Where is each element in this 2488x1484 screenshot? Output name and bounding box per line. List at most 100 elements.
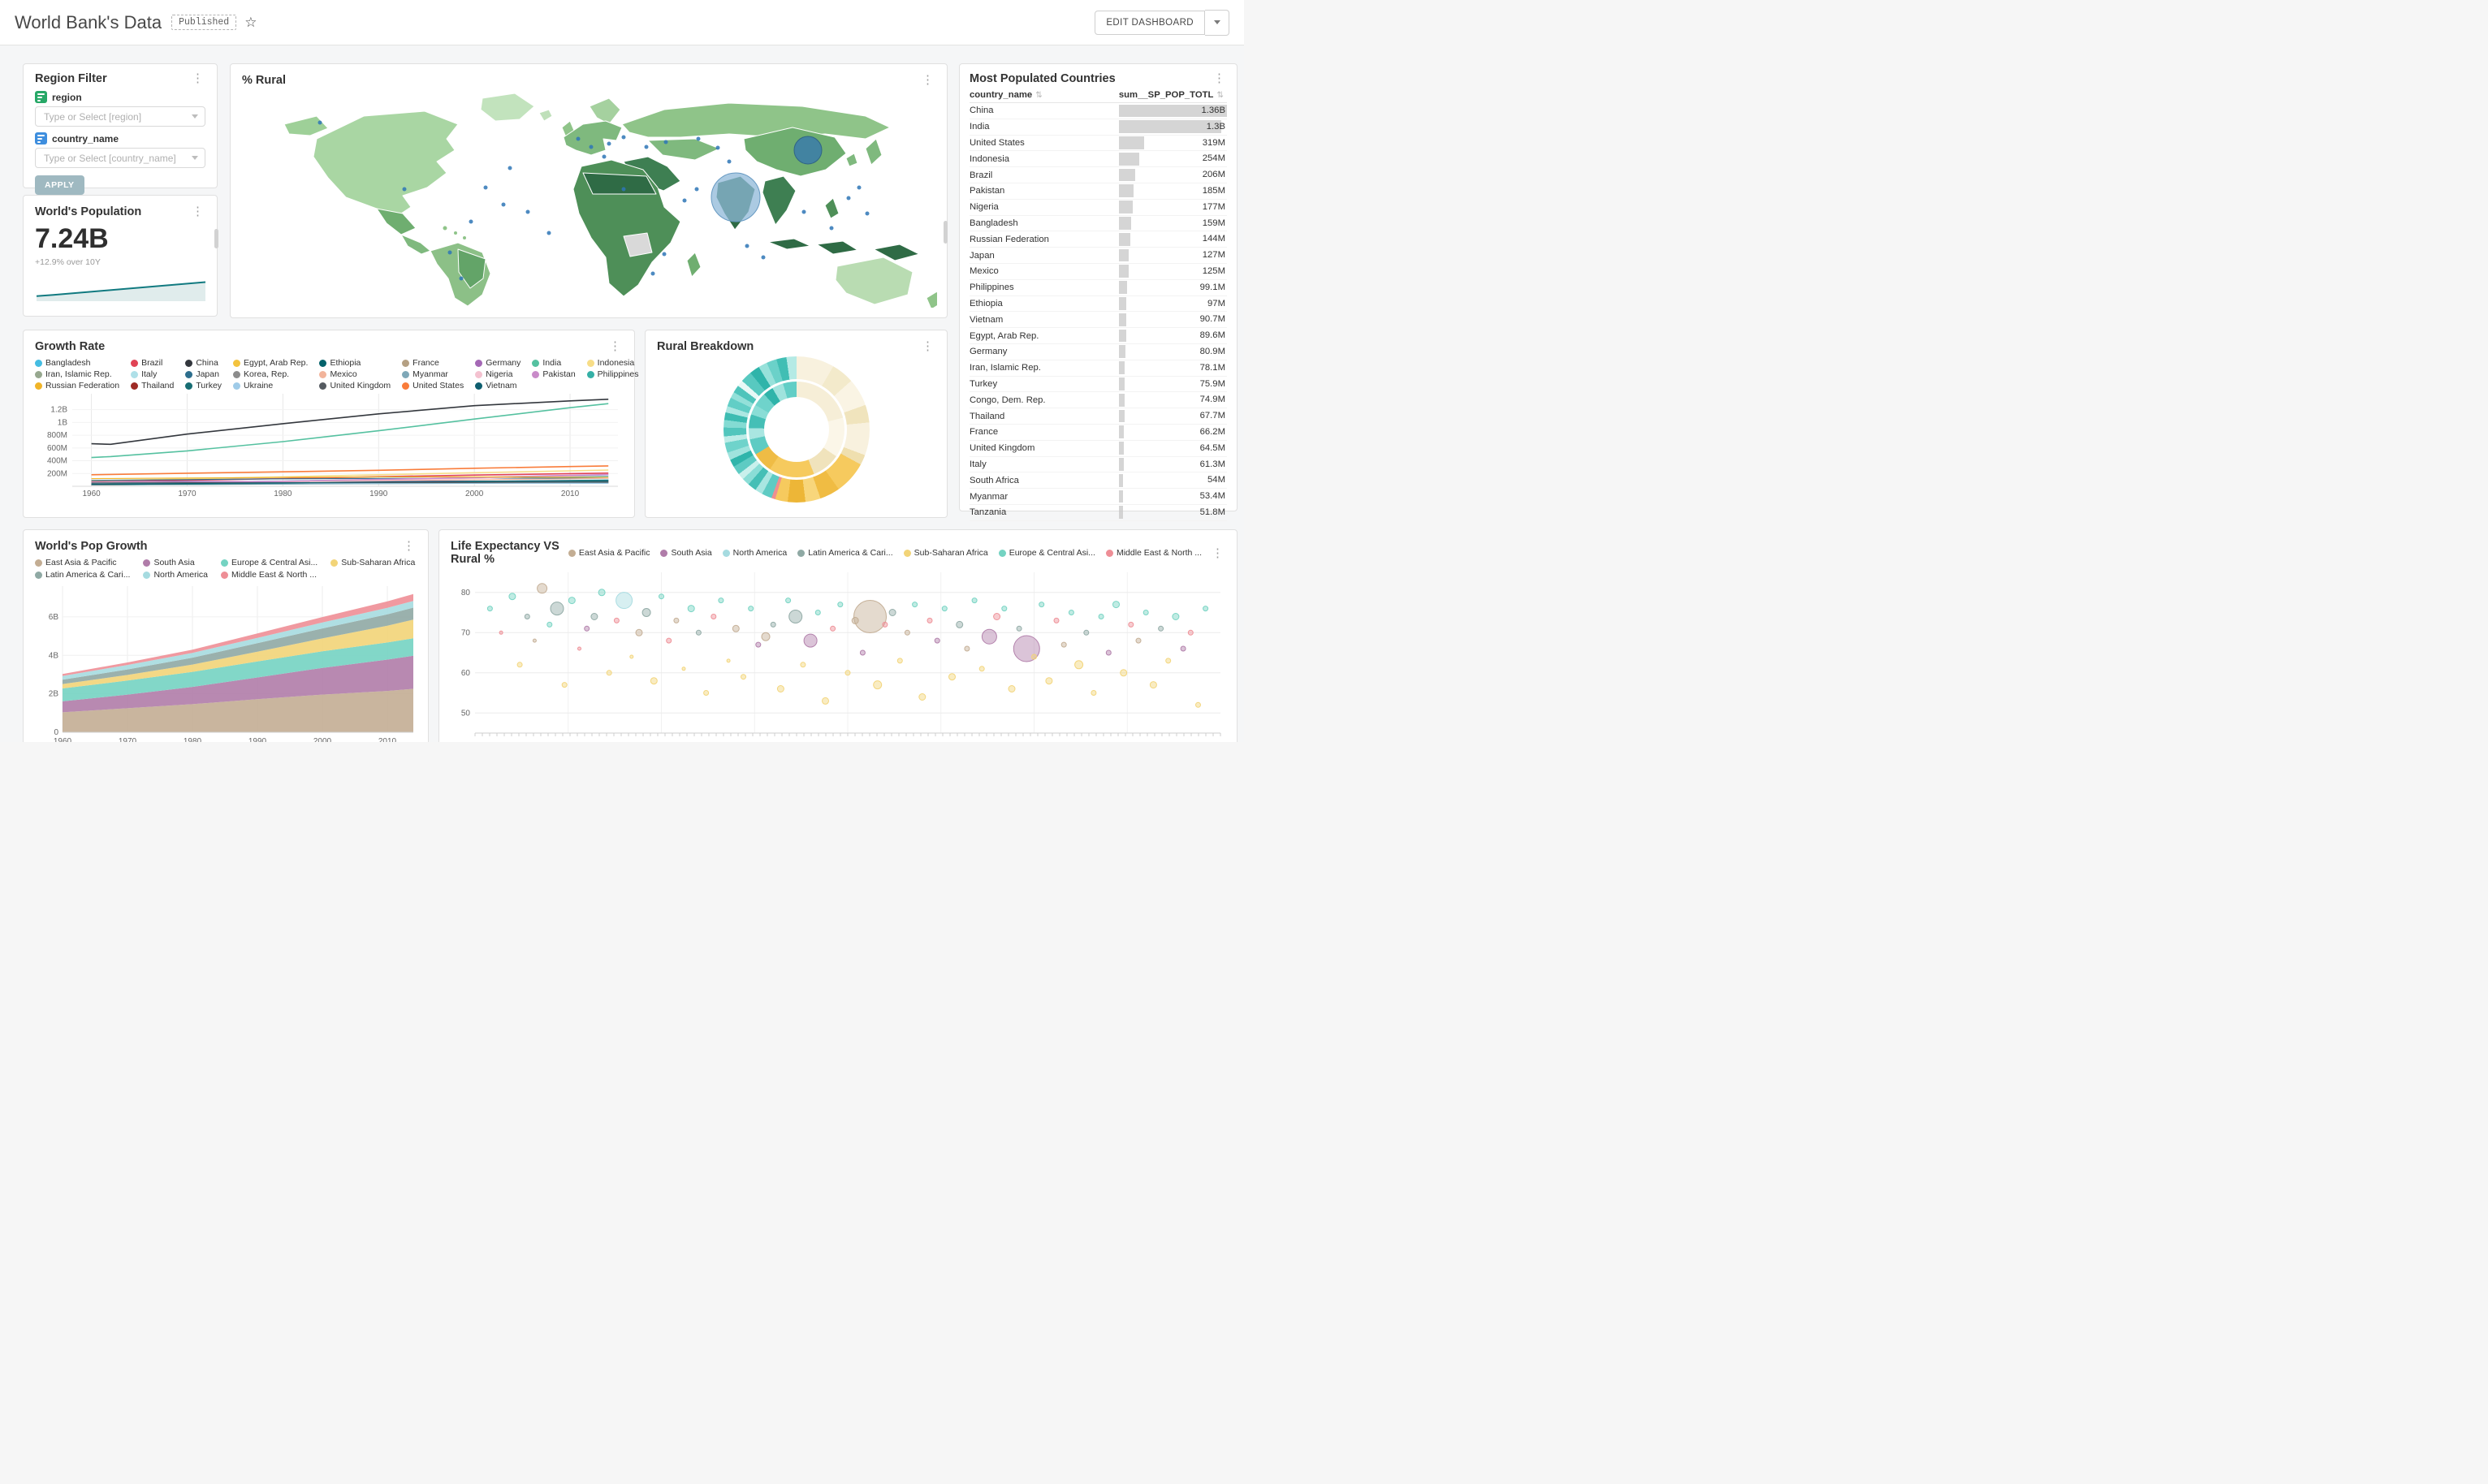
legend-item[interactable]: Sub-Saharan Africa [903, 548, 988, 558]
legend-item[interactable]: Sub-Saharan Africa [330, 558, 415, 567]
legend-swatch-icon [233, 382, 241, 390]
legend-item[interactable]: Iran, Islamic Rep. [35, 369, 119, 379]
legend-item[interactable]: Latin America & Cari... [35, 570, 130, 580]
rural-breakdown-donut-inner[interactable] [745, 379, 847, 480]
legend-item[interactable]: Japan [185, 369, 222, 379]
legend-swatch-icon [143, 571, 151, 579]
legend-item[interactable]: East Asia & Pacific [568, 548, 650, 558]
population-sparkline [36, 281, 206, 301]
legend-item[interactable]: Europe & Central Asi... [998, 548, 1095, 558]
legend-swatch-icon [475, 370, 483, 378]
legend-item[interactable]: Vietnam [475, 381, 520, 390]
more-options-icon[interactable]: ⋮ [192, 205, 204, 218]
header-dropdown-button[interactable] [1205, 9, 1229, 36]
resize-handle[interactable] [944, 221, 948, 244]
column-header-country[interactable]: country_name ⇅ [970, 90, 1043, 100]
country-name-cell: Nigeria [970, 202, 999, 213]
legend-item[interactable]: Thailand [131, 381, 174, 390]
population-cell: 206M [1118, 167, 1227, 183]
more-options-icon[interactable]: ⋮ [1213, 71, 1225, 85]
population-bar [1118, 345, 1125, 359]
legend-item[interactable]: United States [402, 381, 464, 390]
country-name-cell: Germany [970, 347, 1008, 357]
population-bar [1118, 409, 1125, 423]
more-options-icon[interactable]: ⋮ [1212, 546, 1224, 560]
life-expectancy-chart: 50 60 70 80 [461, 572, 1221, 736]
table-row: Vietnam 90.7M [970, 312, 1227, 329]
legend-swatch-icon [402, 359, 410, 367]
legend-swatch-icon [722, 549, 730, 557]
svg-text:1.2B: 1.2B [50, 406, 67, 415]
legend-item[interactable]: Italy [131, 369, 174, 379]
more-options-icon[interactable]: ⋮ [922, 73, 934, 87]
favorite-star-icon[interactable]: ☆ [244, 14, 257, 30]
legend-item[interactable]: Mexico [319, 369, 391, 379]
region-select-input[interactable] [35, 106, 205, 127]
table-row: Mexico 125M [970, 264, 1227, 280]
legend-swatch-icon [35, 370, 42, 378]
more-options-icon[interactable]: ⋮ [403, 539, 415, 553]
rural-breakdown-donut[interactable] [723, 356, 870, 503]
table-row: Tanzania 51.8M [970, 505, 1227, 521]
svg-text:1990: 1990 [248, 737, 267, 742]
published-badge[interactable]: Published [171, 15, 237, 30]
population-bar [1118, 425, 1125, 439]
legend-item[interactable]: Egypt, Arab Rep. [233, 358, 308, 368]
legend-item[interactable]: North America [143, 570, 208, 580]
legend-item[interactable]: Europe & Central Asi... [221, 558, 317, 567]
svg-text:4B: 4B [49, 651, 59, 660]
edit-dashboard-button[interactable]: EDIT DASHBOARD [1095, 10, 1205, 35]
legend-item[interactable]: Brazil [131, 358, 174, 368]
legend-item[interactable]: East Asia & Pacific [35, 558, 130, 567]
legend-swatch-icon [660, 549, 668, 557]
legend-item[interactable]: France [402, 358, 464, 368]
legend-item[interactable]: Middle East & North ... [1105, 548, 1202, 558]
card-title: % Rural [242, 74, 286, 87]
legend-item[interactable]: India [532, 358, 575, 368]
legend-item[interactable]: South Asia [660, 548, 712, 558]
svg-text:6B: 6B [49, 613, 59, 622]
column-header-population[interactable]: sum__SP_POP_TOTL ⇅ [1118, 90, 1224, 100]
more-options-icon[interactable]: ⋮ [922, 339, 934, 353]
resize-handle[interactable] [214, 229, 218, 248]
more-options-icon[interactable]: ⋮ [192, 71, 204, 85]
svg-text:1960: 1960 [54, 737, 72, 742]
apply-button[interactable]: APPLY [35, 175, 84, 195]
legend-item[interactable]: South Asia [143, 558, 208, 567]
country-select-input[interactable] [35, 148, 205, 168]
more-options-icon[interactable]: ⋮ [609, 339, 621, 353]
legend-item[interactable]: Bangladesh [35, 358, 119, 368]
country-name-cell: Tanzania [970, 507, 1007, 518]
legend-item[interactable]: Russian Federation [35, 381, 119, 390]
table-row: Bangladesh 159M [970, 216, 1227, 232]
legend-swatch-icon [319, 370, 327, 378]
legend-item[interactable]: Myanmar [402, 369, 464, 379]
legend-item[interactable]: Indonesia [586, 358, 639, 368]
legend-item[interactable]: Ukraine [233, 381, 308, 390]
population-bar [1118, 136, 1144, 149]
legend-swatch-icon [131, 382, 139, 390]
table-row: Philippines 99.1M [970, 280, 1227, 296]
legend-item[interactable]: Korea, Rep. [233, 369, 308, 379]
legend-swatch-icon [475, 382, 483, 390]
legend-item[interactable]: Ethiopia [319, 358, 391, 368]
legend-item[interactable]: Middle East & North ... [221, 570, 317, 580]
card-title: Region Filter [35, 72, 107, 85]
population-cell: 67.7M [1118, 408, 1227, 424]
legend-item[interactable]: Philippines [586, 369, 638, 379]
legend-item[interactable]: Nigeria [475, 369, 520, 379]
legend-item[interactable]: United Kingdom [319, 381, 391, 390]
legend-swatch-icon [319, 382, 327, 390]
most-populated-card: Most Populated Countries ⋮ country_name … [959, 63, 1238, 521]
legend-swatch-icon [35, 571, 42, 579]
country-name-cell: China [970, 106, 994, 116]
legend-item[interactable]: Turkey [185, 381, 222, 390]
card-title: Most Populated Countries [970, 72, 1116, 85]
legend-item[interactable]: Pakistan [532, 369, 576, 379]
legend-item[interactable]: North America [722, 548, 787, 558]
legend-item[interactable]: Germany [475, 358, 520, 368]
legend-item[interactable]: China [185, 358, 222, 368]
country-name-cell: France [970, 427, 999, 438]
population-bar [1118, 490, 1124, 503]
legend-item[interactable]: Latin America & Cari... [797, 548, 893, 558]
